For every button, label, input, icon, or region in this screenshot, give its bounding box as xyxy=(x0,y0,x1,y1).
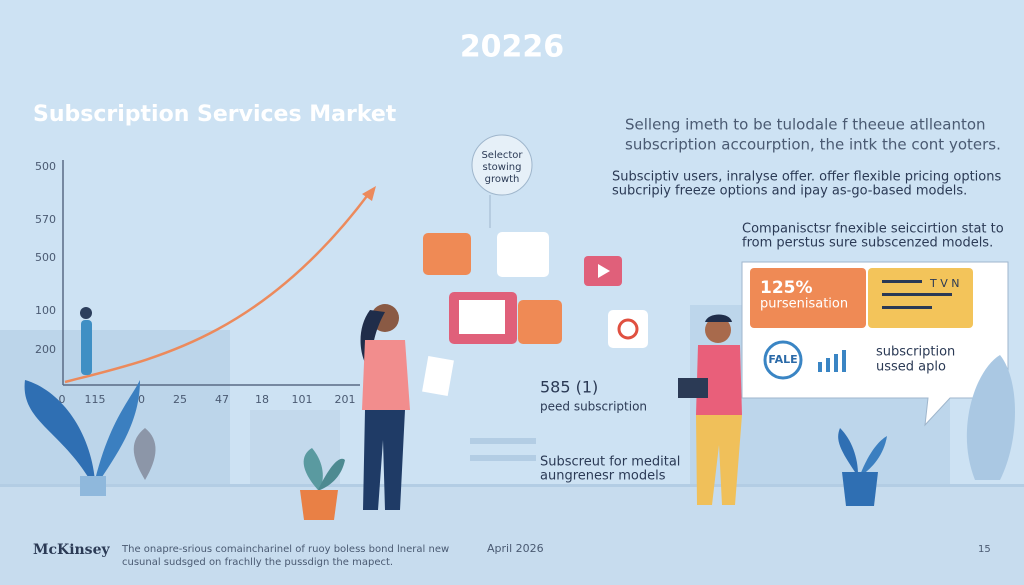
info-line xyxy=(882,306,932,309)
footer-text: cusunal sudsged on frachlly the pussdign… xyxy=(122,557,393,568)
plant xyxy=(318,458,345,490)
y-label: 500 xyxy=(35,160,56,173)
info-label: T V N xyxy=(929,277,959,290)
play-icon xyxy=(598,264,610,278)
info-line xyxy=(882,280,922,283)
plant xyxy=(838,428,858,475)
badge xyxy=(763,340,803,380)
mini-bar xyxy=(842,350,846,372)
icon-tile xyxy=(518,300,562,344)
mini-bar xyxy=(818,362,822,372)
bubble-text: stowing xyxy=(483,162,522,173)
x-label: 25 xyxy=(173,393,187,406)
x-label: 0 xyxy=(59,393,66,406)
pot xyxy=(842,472,878,506)
tablet xyxy=(678,378,708,398)
stat-panel xyxy=(750,268,866,328)
x-label: 18 xyxy=(255,393,269,406)
tablet xyxy=(422,356,454,396)
stat-label: pursenisation xyxy=(760,297,848,312)
floor-line xyxy=(0,484,1024,487)
icon-tile xyxy=(608,310,648,348)
bubble-text: growth xyxy=(485,174,520,185)
x-label: 115 xyxy=(85,393,106,406)
screen xyxy=(459,300,505,334)
paragraph: Subsciptiv users, inralyse offer. offer … xyxy=(612,170,1001,185)
chart-title: Subscription Services Market xyxy=(33,102,397,127)
y-label: 200 xyxy=(35,343,56,356)
person-hair xyxy=(705,314,732,322)
icon-tile xyxy=(497,232,549,277)
plant xyxy=(133,428,156,480)
caption: aungrenesr models xyxy=(540,469,666,484)
paragraph: Companisctsr fnexible seiccirtion stat t… xyxy=(742,222,1004,237)
person-head xyxy=(80,307,92,319)
g-icon xyxy=(617,318,639,340)
speech-bubble xyxy=(471,134,533,196)
x-label: 47 xyxy=(215,393,229,406)
plant xyxy=(24,380,95,480)
footer-date: April 2026 xyxy=(487,542,544,555)
brand: McKinsey xyxy=(33,542,110,558)
person-body xyxy=(81,320,92,375)
stat: 125% xyxy=(760,278,813,298)
mini-bar xyxy=(834,354,838,372)
plant xyxy=(95,380,140,480)
plant xyxy=(303,448,323,490)
footer-text: The onapre-srious comaincharinel of ruoy… xyxy=(121,544,449,555)
person-body xyxy=(362,340,410,410)
year: 20226 xyxy=(460,30,564,65)
x-label: 101 xyxy=(292,393,313,406)
paragraph: Selleng imeth to be tulodale f theeue at… xyxy=(625,116,986,134)
paragraph: from perstus sure subscenzed models. xyxy=(742,236,993,251)
paragraph: subscription accourption, the intk the c… xyxy=(625,136,1001,154)
building xyxy=(250,410,340,490)
bench xyxy=(470,455,536,461)
info-line xyxy=(882,293,952,296)
icon-tile xyxy=(423,233,471,275)
x-label: 201 xyxy=(335,393,356,406)
pot xyxy=(300,490,338,520)
pot xyxy=(80,476,106,496)
y-label: 570 xyxy=(35,213,56,226)
card-text: subscription xyxy=(876,345,955,360)
trend-line xyxy=(64,191,372,384)
stat-value: 585 (1) xyxy=(540,378,598,397)
arrow-head xyxy=(362,186,376,201)
paragraph: subcripiy freeze options and ipay as-go-… xyxy=(612,184,967,199)
stat-note: peed subscription xyxy=(540,400,647,414)
person-legs xyxy=(363,410,405,510)
mini-bar xyxy=(826,358,830,372)
y-label: 100 xyxy=(35,304,56,317)
plant xyxy=(860,436,887,475)
badge-text: FALE xyxy=(768,353,797,366)
bench xyxy=(470,438,536,444)
page-number: 15 xyxy=(978,544,991,555)
bubble-text: Selector xyxy=(481,150,523,161)
person-head xyxy=(705,317,731,343)
plant xyxy=(966,355,1015,480)
card-text: ussed aplo xyxy=(876,360,946,375)
caption: Subscreut for medital xyxy=(540,455,680,470)
person-legs xyxy=(696,415,742,505)
y-label: 500 xyxy=(35,251,56,264)
